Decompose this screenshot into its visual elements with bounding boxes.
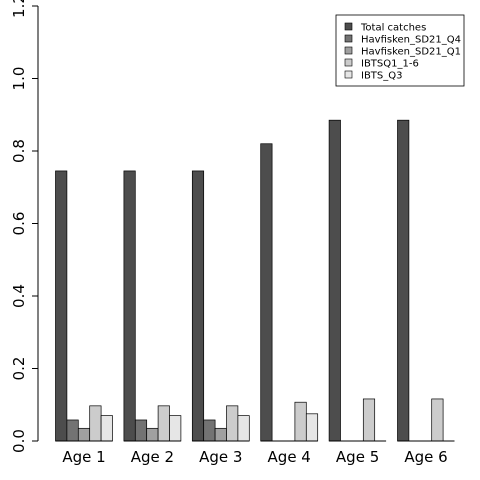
bar [89,405,102,442]
legend-label: Total catches [360,23,426,34]
y-tick-label: 0.0 [10,429,28,453]
bars [55,119,444,442]
legend-swatch [344,70,353,79]
x-category-label: Age 4 [268,448,311,466]
legend-box [335,14,465,87]
bar [260,143,273,442]
bar [237,415,250,442]
y-axis: 0.0 0.2 0.4 0.6 0.8 1.0 1.2 [10,0,39,453]
x-category-label: Age 6 [404,448,447,466]
legend-swatch [344,34,353,43]
y-tick-label: 0.6 [10,212,28,236]
bar [305,413,319,442]
x-category-label: Age 1 [62,448,105,466]
bar [328,119,341,442]
legend-label: IBTSQ1_1-6 [361,59,419,70]
bar [294,401,307,442]
bar [362,398,376,442]
legend-swatch [344,46,353,55]
x-axis-labels: Age 1 Age 2 Age 3 Age 4 Age 5 Age 6 [62,448,447,466]
bar [169,415,182,442]
bar [397,119,410,442]
x-category-label: Age 5 [336,448,379,466]
legend-swatch [344,22,353,31]
x-category-label: Age 2 [131,448,174,466]
bar [203,419,216,442]
legend-label: Havfisken_SD21_Q1 [361,47,461,58]
legend-swatch [344,58,353,67]
bar [431,398,444,442]
bar [134,419,148,442]
x-category-label: Age 3 [199,448,242,466]
bar [157,405,170,442]
y-tick-label: 1.0 [10,67,28,91]
legend-label: IBTS_Q3 [361,71,403,82]
y-tick-label: 1.2 [10,0,28,18]
y-tick-label: 0.8 [10,139,28,163]
bar [146,427,159,442]
bar [77,427,91,442]
legend: Total catchesHavfisken_SD21_Q4Havfisken_… [335,14,465,87]
legend-label: Havfisken_SD21_Q4 [361,35,461,46]
bar [214,427,227,442]
bar [100,415,113,442]
bar [191,170,205,442]
bar [66,419,79,442]
bar [55,170,68,442]
y-tick-label: 0.4 [10,284,28,308]
bar [226,405,239,442]
y-tick-label: 0.2 [10,357,28,381]
bar [123,170,136,442]
